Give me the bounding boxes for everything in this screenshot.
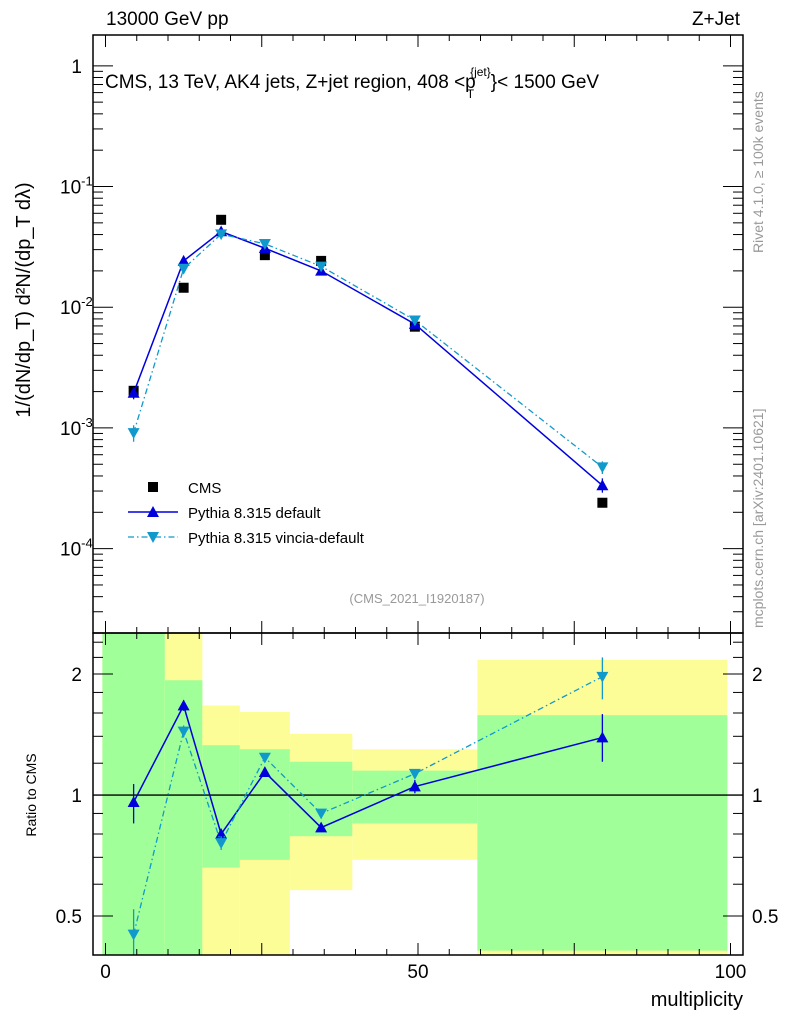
axis-labels: 0 50 100 1 10-1 10-2 10-3 10-4 2 2 1 1 0.5 0.5 <box>56 57 779 983</box>
legend-cms-label: CMS <box>188 480 221 497</box>
legend-default-marker <box>147 506 159 517</box>
legend: CMS Pythia 8.315 default Pythia 8.315 vi… <box>128 480 365 547</box>
ratio-default-point <box>177 699 190 711</box>
main-y-label: 1/(dN/dp_T) d²N/(dp_T dλ) <box>13 182 35 417</box>
analysis-id: (CMS_2021_I1920187) <box>349 591 484 606</box>
ratio-y-label: Ratio to CMS <box>23 753 39 836</box>
ratio-vincia-point <box>127 929 140 941</box>
y-tick-label: 10-2 <box>60 294 93 319</box>
ratio-vincia-point <box>315 808 328 820</box>
ratio-default-point <box>596 731 609 743</box>
green-band <box>239 749 290 860</box>
ratio-vincia-point <box>215 838 228 849</box>
axis-ticks <box>93 35 743 955</box>
y-tick-label: 1 <box>71 57 82 78</box>
main-line-1 <box>132 230 603 486</box>
ratio-y-tick-label-left: 2 <box>71 665 82 686</box>
ratio-default-point <box>127 796 140 807</box>
ratio-vincia-point <box>177 726 190 738</box>
legend-cms-marker <box>148 482 158 492</box>
ratio-default-point <box>408 780 421 792</box>
ratio-y-tick-label-left: 0.5 <box>56 907 82 928</box>
ratio-vincia-point <box>596 671 609 683</box>
default-point <box>127 386 140 398</box>
x-tick-label: 0 <box>100 962 111 983</box>
mcplots-label: mcplots.cern.ch [arXiv:2401.10621] <box>750 409 766 628</box>
ratio-bands <box>93 633 743 955</box>
green-band <box>164 680 203 955</box>
ratio-vincia-point <box>258 752 271 764</box>
rivet-label: Rivet 4.1.0, ≥ 100k events <box>750 91 766 253</box>
cms-point <box>216 214 227 225</box>
header-right: Z+Jet <box>692 9 741 30</box>
ratio-y-tick-label-left: 1 <box>71 786 82 807</box>
vincia-point <box>315 261 328 273</box>
default-point <box>177 254 190 266</box>
vincia-point <box>177 263 190 275</box>
plot-title: CMS, 13 TeV, AK4 jets, Z+jet region, 408… <box>105 65 599 101</box>
legend-vincia-marker <box>147 532 159 543</box>
cms-point <box>259 250 270 261</box>
ratio-default-point <box>258 766 271 777</box>
cms-point <box>316 255 327 266</box>
legend-vincia-label: Pythia 8.315 vincia-default <box>188 530 365 547</box>
legend-default-label: Pythia 8.315 default <box>188 505 321 522</box>
x-axis-label: multiplicity <box>651 989 743 1011</box>
ratio-default-point <box>315 821 328 833</box>
cms-point <box>597 497 608 508</box>
vincia-point <box>215 229 228 241</box>
y-tick-label: 10-1 <box>60 174 93 199</box>
vincia-point <box>127 428 140 439</box>
vincia-point <box>408 315 421 327</box>
vincia-point <box>596 462 609 474</box>
main-line-2 <box>133 233 603 468</box>
ratio-vincia-point <box>408 768 421 780</box>
data-marks <box>127 214 609 955</box>
y-tick-label: 10-4 <box>60 536 93 561</box>
ratio-y-tick-label-right: 1 <box>752 786 763 807</box>
vincia-point <box>258 239 271 250</box>
x-tick-label: 50 <box>407 962 428 983</box>
header-left: 13000 GeV pp <box>106 9 229 30</box>
ratio-y-tick-label-right: 0.5 <box>752 907 778 928</box>
default-point <box>596 479 609 491</box>
y-tick-label: 10-3 <box>60 415 93 440</box>
cms-point <box>178 282 189 293</box>
ratio-y-tick-label-right: 2 <box>752 665 763 686</box>
x-tick-label: 100 <box>715 962 747 983</box>
